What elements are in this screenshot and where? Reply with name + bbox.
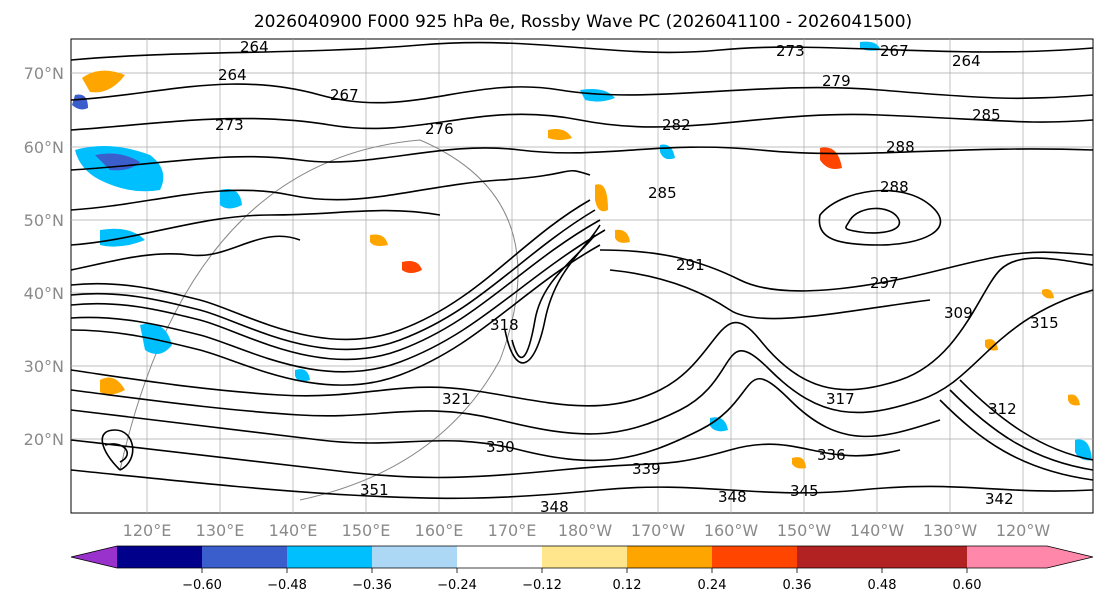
contour-label: 291	[676, 256, 705, 274]
lat-tick-label: 30°N	[24, 357, 64, 376]
contour-label: 336	[817, 446, 846, 464]
contour-label: 273	[215, 116, 244, 134]
contour-label: 276	[425, 120, 454, 138]
lat-tick-label: 50°N	[24, 211, 64, 230]
lon-tick-label: 170°E	[488, 521, 537, 540]
map-panel: 264 264 264 267 267 273 273 276 279 282 …	[24, 38, 1094, 540]
contour-label: 318	[490, 316, 519, 334]
contour-label: 297	[870, 274, 899, 292]
contour-label: 309	[944, 304, 973, 322]
lat-tick-label: 40°N	[24, 284, 64, 303]
colorbar-segment	[627, 546, 712, 568]
lon-tick-label: 170°W	[631, 521, 686, 540]
contour-label: 282	[662, 116, 691, 134]
contour-label: 288	[880, 178, 909, 196]
lat-tick-label: 70°N	[24, 64, 64, 83]
contour-label: 267	[880, 42, 909, 60]
region-outline	[119, 139, 519, 501]
lon-tick-label: 120°E	[123, 521, 172, 540]
colorbar-tick-label: −0.36	[352, 578, 392, 593]
colorbar-tick-label: 0.36	[783, 578, 812, 593]
colorbar-segment	[202, 546, 287, 568]
colorbar-tick-label: 0.24	[698, 578, 727, 593]
colorbar-segment	[712, 546, 797, 568]
contour-label: 348	[540, 498, 569, 516]
contour-label: 285	[648, 184, 677, 202]
contour-label: 273	[776, 42, 805, 60]
contour-label: 351	[360, 481, 389, 499]
colorbar-tick-label: 0.48	[868, 578, 897, 593]
latitude-axis: 70°N 60°N 50°N 40°N 30°N 20°N	[24, 64, 64, 449]
contour-label: 267	[330, 86, 359, 104]
contour-label: 279	[822, 72, 851, 90]
colorbar-segment	[287, 546, 372, 568]
lon-tick-label: 150°W	[777, 521, 832, 540]
contour-label: 348	[718, 488, 747, 506]
theta-e-contours	[71, 41, 1093, 500]
contour-label: 315	[1030, 314, 1059, 332]
graticule	[71, 39, 1093, 513]
contour-label: 312	[988, 400, 1017, 418]
contour-label: 285	[972, 106, 1001, 124]
colorbar-tick-label: −0.24	[437, 578, 477, 593]
contour-label: 342	[985, 490, 1014, 508]
colorbar-extend-low	[71, 546, 117, 568]
colorbar-segment	[117, 546, 202, 568]
contour-label: 345	[790, 482, 819, 500]
lon-tick-label: 180°W	[558, 521, 613, 540]
contour-label: 321	[442, 390, 471, 408]
contour-labels: 264 264 264 267 267 273 273 276 279 282 …	[215, 38, 1059, 516]
contour-label: 288	[886, 138, 915, 156]
colorbar-segment	[542, 546, 627, 568]
colorbar-segment	[797, 546, 882, 568]
contour-label: 264	[952, 52, 981, 70]
colorbar-segment	[372, 546, 457, 568]
contour-label: 330	[486, 438, 515, 456]
lon-tick-label: 160°E	[415, 521, 464, 540]
contour-label: 264	[218, 66, 247, 84]
longitude-axis: 120°E 130°E 140°E 150°E 160°E 170°E 180°…	[123, 521, 1051, 540]
lon-tick-label: 120°W	[996, 521, 1051, 540]
lon-tick-label: 140°W	[850, 521, 905, 540]
lon-tick-label: 140°E	[269, 521, 318, 540]
lon-tick-label: 130°E	[196, 521, 245, 540]
colorbar-tick-label: −0.12	[522, 578, 562, 593]
colorbar-segment	[457, 546, 542, 568]
colorbar-tick-label: 0.60	[953, 578, 982, 593]
contour-label: 339	[632, 460, 661, 478]
lon-tick-label: 150°E	[342, 521, 391, 540]
colorbar-extend-high-tip	[967, 546, 1093, 568]
lon-tick-label: 130°W	[923, 521, 978, 540]
lat-tick-label: 60°N	[24, 138, 64, 157]
map-title: 2026040900 F000 925 hPa θe, Rossby Wave …	[254, 12, 912, 32]
colorbar-tick-label: −0.60	[182, 578, 222, 593]
lat-tick-label: 20°N	[24, 430, 64, 449]
colorbar-tick-label: −0.48	[267, 578, 307, 593]
colorbar: −0.60 −0.48 −0.36 −0.24 −0.12 0.12 0.24 …	[70, 545, 1094, 593]
colorbar-tick-label: 0.12	[613, 578, 642, 593]
contour-label: 264	[240, 38, 269, 56]
contour-label: 317	[826, 390, 855, 408]
lon-tick-label: 160°W	[704, 521, 759, 540]
